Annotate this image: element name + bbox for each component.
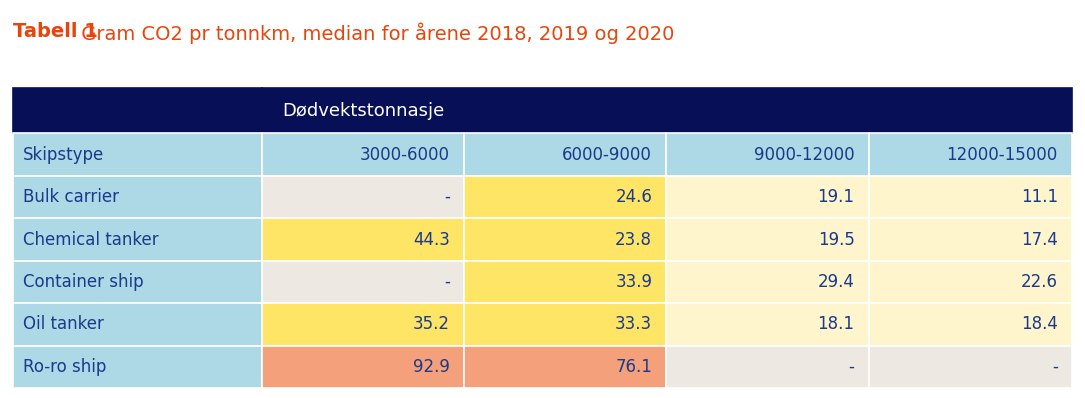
Text: Oil tanker: Oil tanker (23, 315, 104, 334)
Bar (464, 133, 666, 176)
Bar (261, 176, 464, 219)
Bar (261, 261, 464, 303)
Text: 44.3: 44.3 (413, 230, 450, 249)
Text: 9000-12000: 9000-12000 (754, 146, 855, 164)
Text: Gram CO2 pr tonnkm, median for årene 2018, 2019 og 2020: Gram CO2 pr tonnkm, median for årene 201… (75, 22, 675, 43)
Text: 18.1: 18.1 (817, 315, 855, 334)
Text: 24.6: 24.6 (615, 188, 652, 206)
Bar (464, 261, 666, 303)
Bar (13, 303, 261, 345)
Text: -: - (444, 188, 450, 206)
Bar (869, 345, 1072, 388)
Bar (464, 176, 666, 219)
Bar (666, 133, 869, 176)
Text: -: - (444, 273, 450, 291)
Bar (464, 345, 666, 388)
Text: 92.9: 92.9 (413, 358, 450, 376)
Bar (869, 261, 1072, 303)
Bar (261, 345, 464, 388)
Bar (666, 345, 869, 388)
Text: 19.1: 19.1 (817, 188, 855, 206)
Bar (261, 133, 464, 176)
Text: 22.6: 22.6 (1021, 273, 1058, 291)
Text: Dødvektstonnasje: Dødvektstonnasje (282, 101, 445, 119)
Bar (869, 303, 1072, 345)
Bar (464, 303, 666, 345)
Text: 19.5: 19.5 (818, 230, 855, 249)
Text: 11.1: 11.1 (1021, 188, 1058, 206)
Text: -: - (1051, 358, 1058, 376)
Text: Skipstype: Skipstype (23, 146, 104, 164)
Text: 12000-15000: 12000-15000 (946, 146, 1058, 164)
Bar (13, 88, 261, 133)
Text: 29.4: 29.4 (818, 273, 855, 291)
Bar (869, 219, 1072, 261)
Text: 35.2: 35.2 (413, 315, 450, 334)
Bar (666, 176, 869, 219)
Bar (13, 261, 261, 303)
Bar (666, 303, 869, 345)
Bar (869, 176, 1072, 219)
Text: 18.4: 18.4 (1021, 315, 1058, 334)
Bar (13, 176, 261, 219)
Text: Bulk carrier: Bulk carrier (23, 188, 119, 206)
Text: 17.4: 17.4 (1021, 230, 1058, 249)
Text: 33.9: 33.9 (615, 273, 652, 291)
Text: Tabell 1: Tabell 1 (13, 22, 98, 41)
Bar (869, 133, 1072, 176)
Bar (261, 219, 464, 261)
Text: 6000-9000: 6000-9000 (562, 146, 652, 164)
Bar (261, 303, 464, 345)
Text: 76.1: 76.1 (615, 358, 652, 376)
Bar (666, 219, 869, 261)
Bar (13, 345, 261, 388)
Bar (13, 219, 261, 261)
Bar (261, 88, 1072, 133)
Bar (13, 133, 261, 176)
Text: Ro-ro ship: Ro-ro ship (23, 358, 106, 376)
Text: 33.3: 33.3 (615, 315, 652, 334)
Text: 3000-6000: 3000-6000 (360, 146, 450, 164)
Bar (464, 219, 666, 261)
Bar (666, 261, 869, 303)
Text: Container ship: Container ship (23, 273, 143, 291)
Text: 23.8: 23.8 (615, 230, 652, 249)
Text: Chemical tanker: Chemical tanker (23, 230, 158, 249)
Text: -: - (848, 358, 855, 376)
